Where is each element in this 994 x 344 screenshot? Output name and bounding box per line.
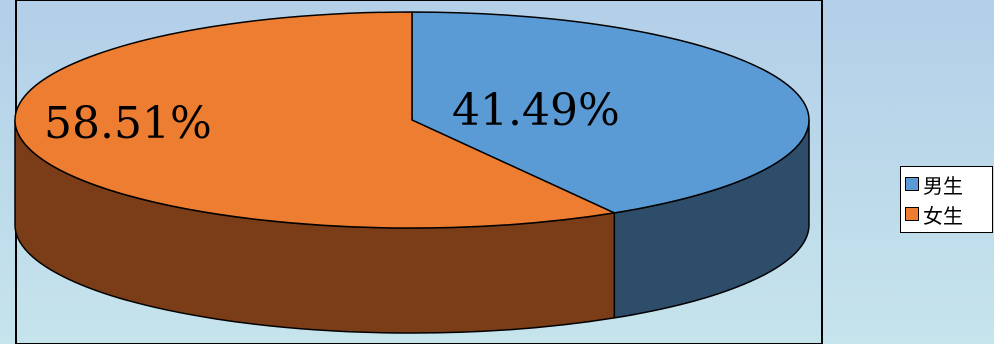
legend: 男生 女生 <box>900 166 993 233</box>
legend-swatch-male <box>905 177 919 191</box>
data-label-male: 41.49% <box>452 85 620 136</box>
legend-item-male: 男生 <box>905 169 988 199</box>
legend-item-female: 女生 <box>905 199 988 229</box>
data-label-female: 58.51% <box>44 98 212 149</box>
pie-slice-female <box>14 11 616 229</box>
legend-swatch-female <box>905 207 919 221</box>
legend-label-female: 女生 <box>923 203 963 228</box>
pie-slice-male <box>411 11 810 214</box>
legend-label-male: 男生 <box>923 173 963 198</box>
pie-3d-group <box>14 11 810 334</box>
